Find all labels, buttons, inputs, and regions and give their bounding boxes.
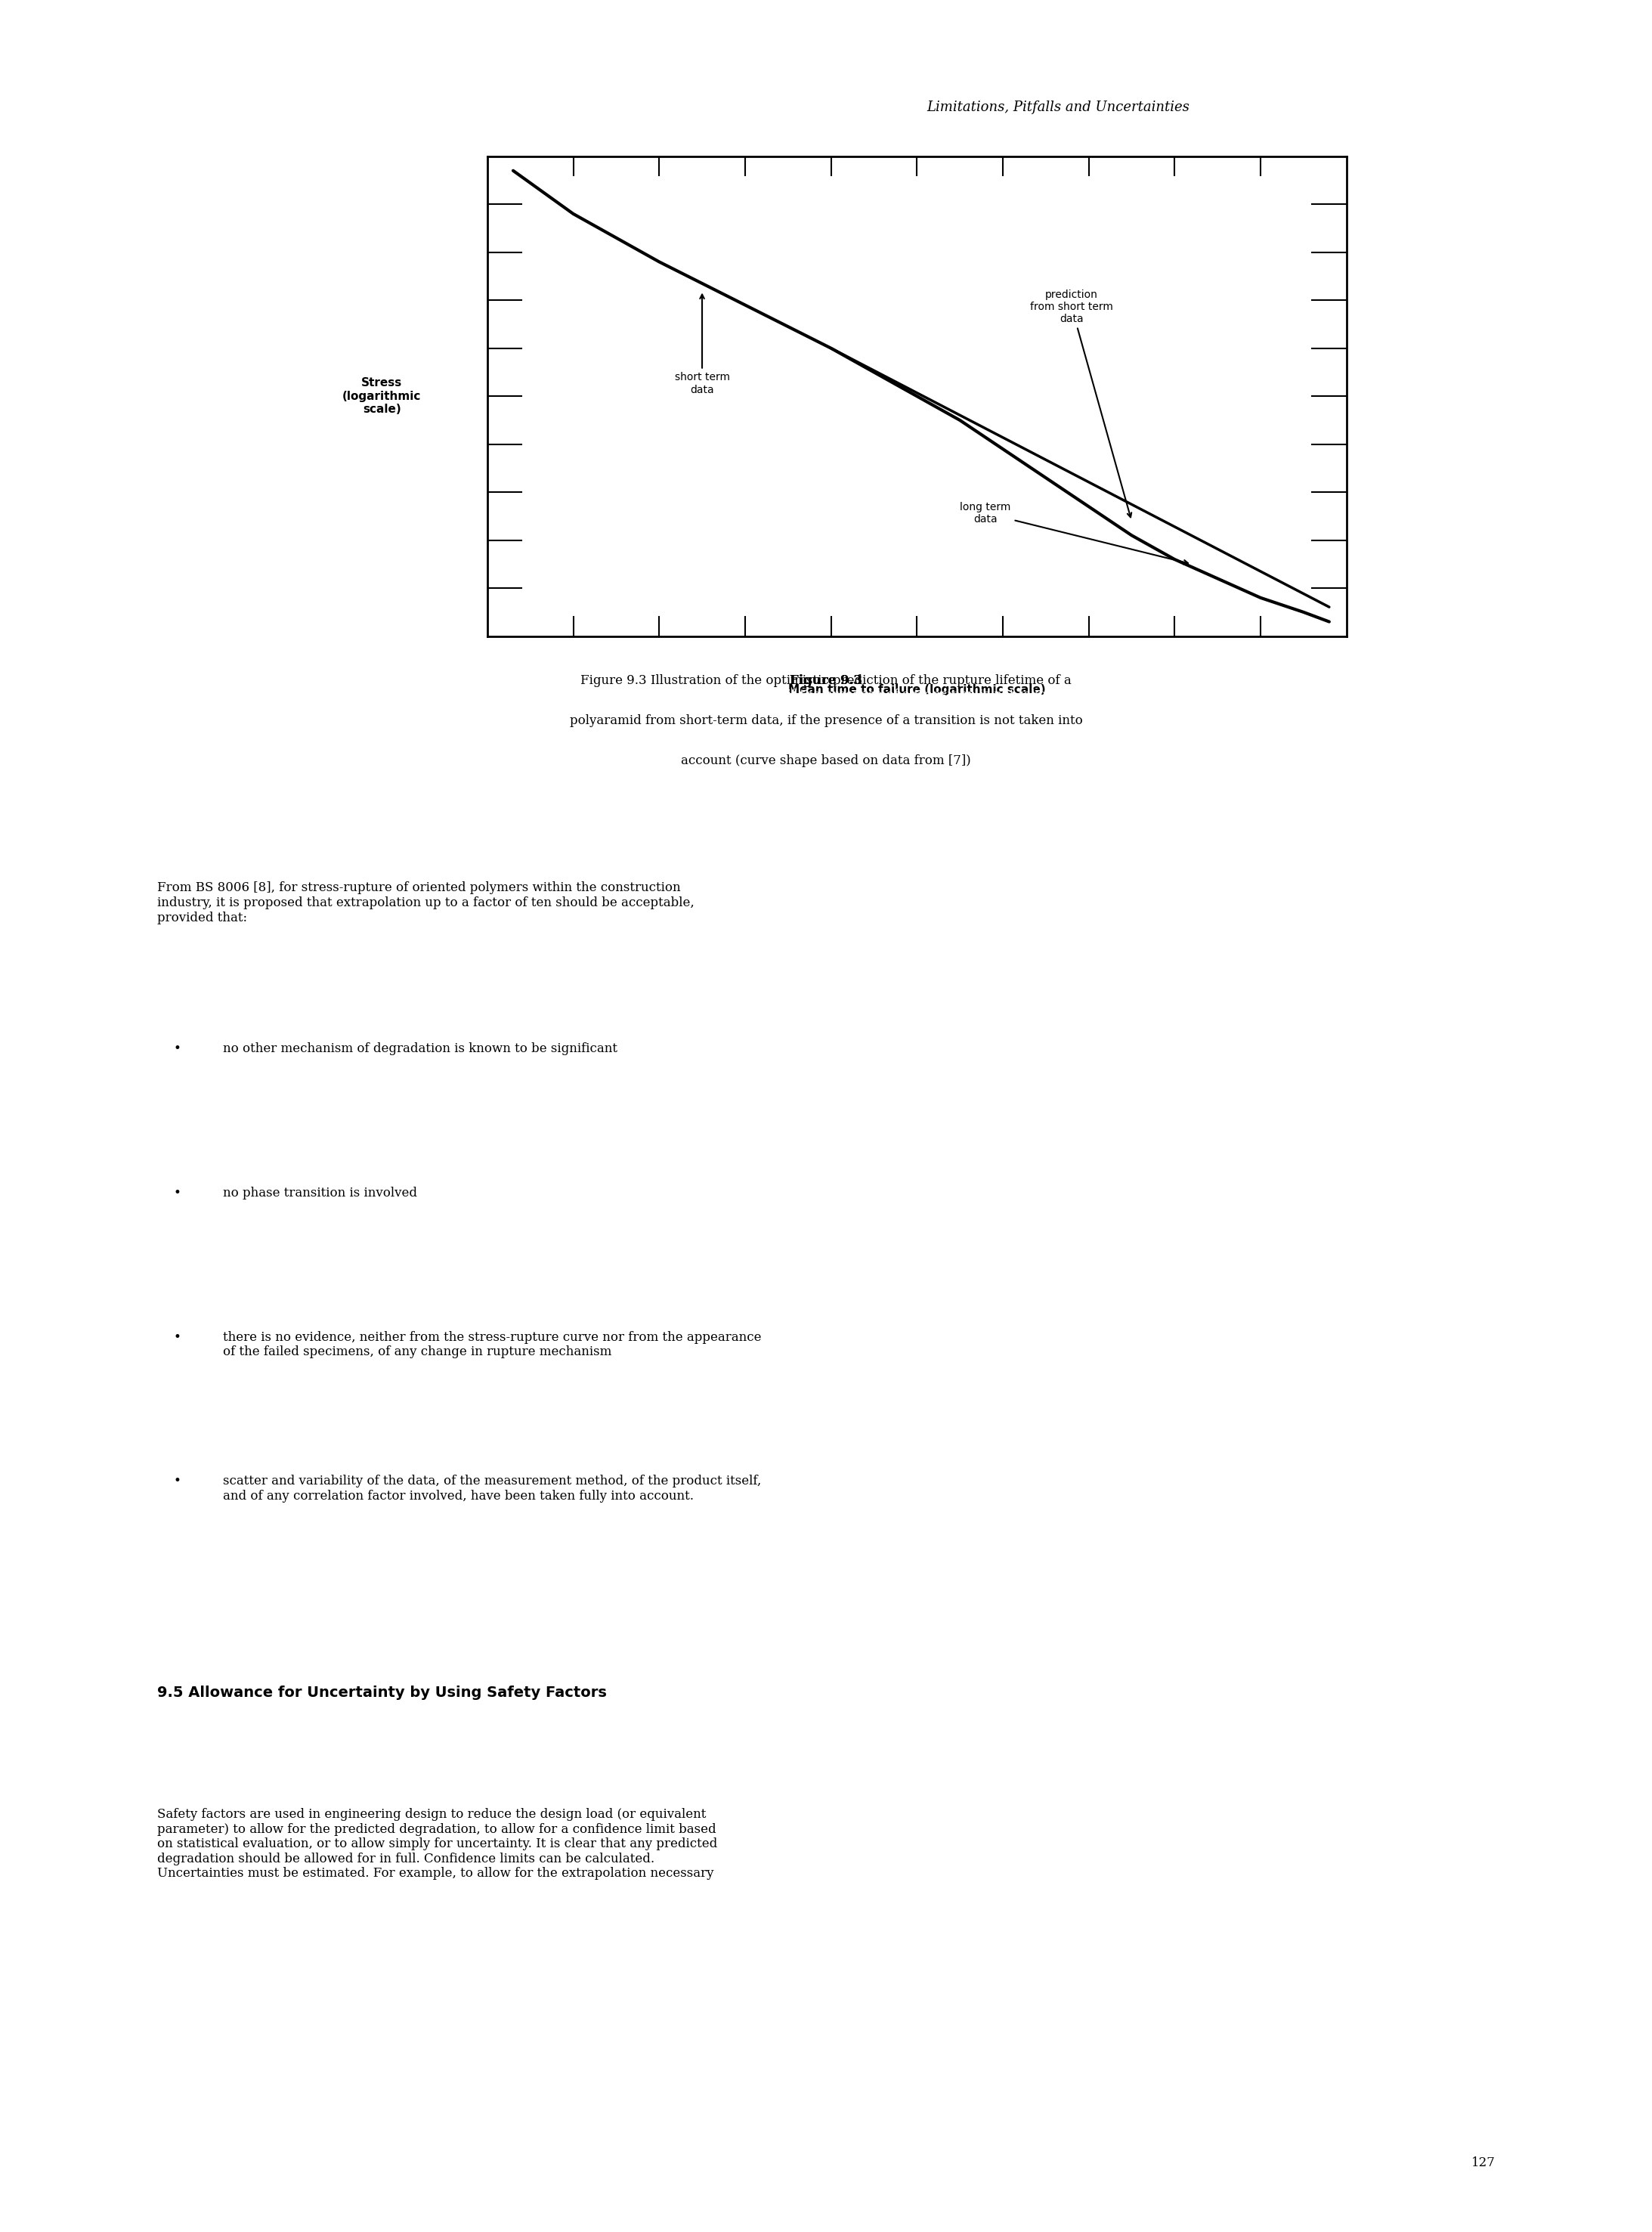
Text: Figure 9.3 Illustration of the optimistic prediction of the rupture lifetime of : Figure 9.3 Illustration of the optimisti… (580, 674, 1072, 687)
Text: no phase transition is involved: no phase transition is involved (223, 1187, 418, 1199)
Text: Limitations, Pitfalls and Uncertainties: Limitations, Pitfalls and Uncertainties (927, 100, 1189, 114)
Text: long term
data: long term data (960, 502, 1188, 565)
Text: polyaramid from short-term data, if the presence of a transition is not taken in: polyaramid from short-term data, if the … (570, 714, 1082, 728)
Text: there is no evidence, neither from the stress-rupture curve nor from the appeara: there is no evidence, neither from the s… (223, 1330, 762, 1359)
Text: no other mechanism of degradation is known to be significant: no other mechanism of degradation is kno… (223, 1042, 618, 1056)
Text: prediction
from short term
data: prediction from short term data (1029, 290, 1132, 518)
Text: short term
data: short term data (674, 295, 730, 395)
Text: •: • (173, 1187, 182, 1199)
Text: From BS 8006 [8], for stress-rupture of oriented polymers within the constructio: From BS 8006 [8], for stress-rupture of … (157, 882, 694, 924)
Text: scatter and variability of the data, of the measurement method, of the product i: scatter and variability of the data, of … (223, 1475, 762, 1502)
Text: 9.5 Allowance for Uncertainty by Using Safety Factors: 9.5 Allowance for Uncertainty by Using S… (157, 1685, 606, 1699)
Text: Figure 9.3: Figure 9.3 (790, 674, 862, 687)
Text: account (curve shape based on data from [7]): account (curve shape based on data from … (681, 754, 971, 768)
Text: 127: 127 (1470, 2156, 1495, 2170)
Text: •: • (173, 1330, 182, 1344)
Text: •: • (173, 1475, 182, 1489)
Text: •: • (173, 1042, 182, 1056)
Text: Figure 9.3 Illustration of the optimistic prediction of the rupture lifetime of : Figure 9.3 Illustration of the optimisti… (570, 674, 1082, 716)
Text: Mean time to failure (logarithmic scale): Mean time to failure (logarithmic scale) (788, 683, 1046, 696)
Text: Safety factors are used in engineering design to reduce the design load (or equi: Safety factors are used in engineering d… (157, 1808, 717, 1879)
Text: Figure 9.3: Figure 9.3 (790, 674, 862, 687)
Text: Stress
(logarithmic
scale): Stress (logarithmic scale) (342, 377, 421, 415)
